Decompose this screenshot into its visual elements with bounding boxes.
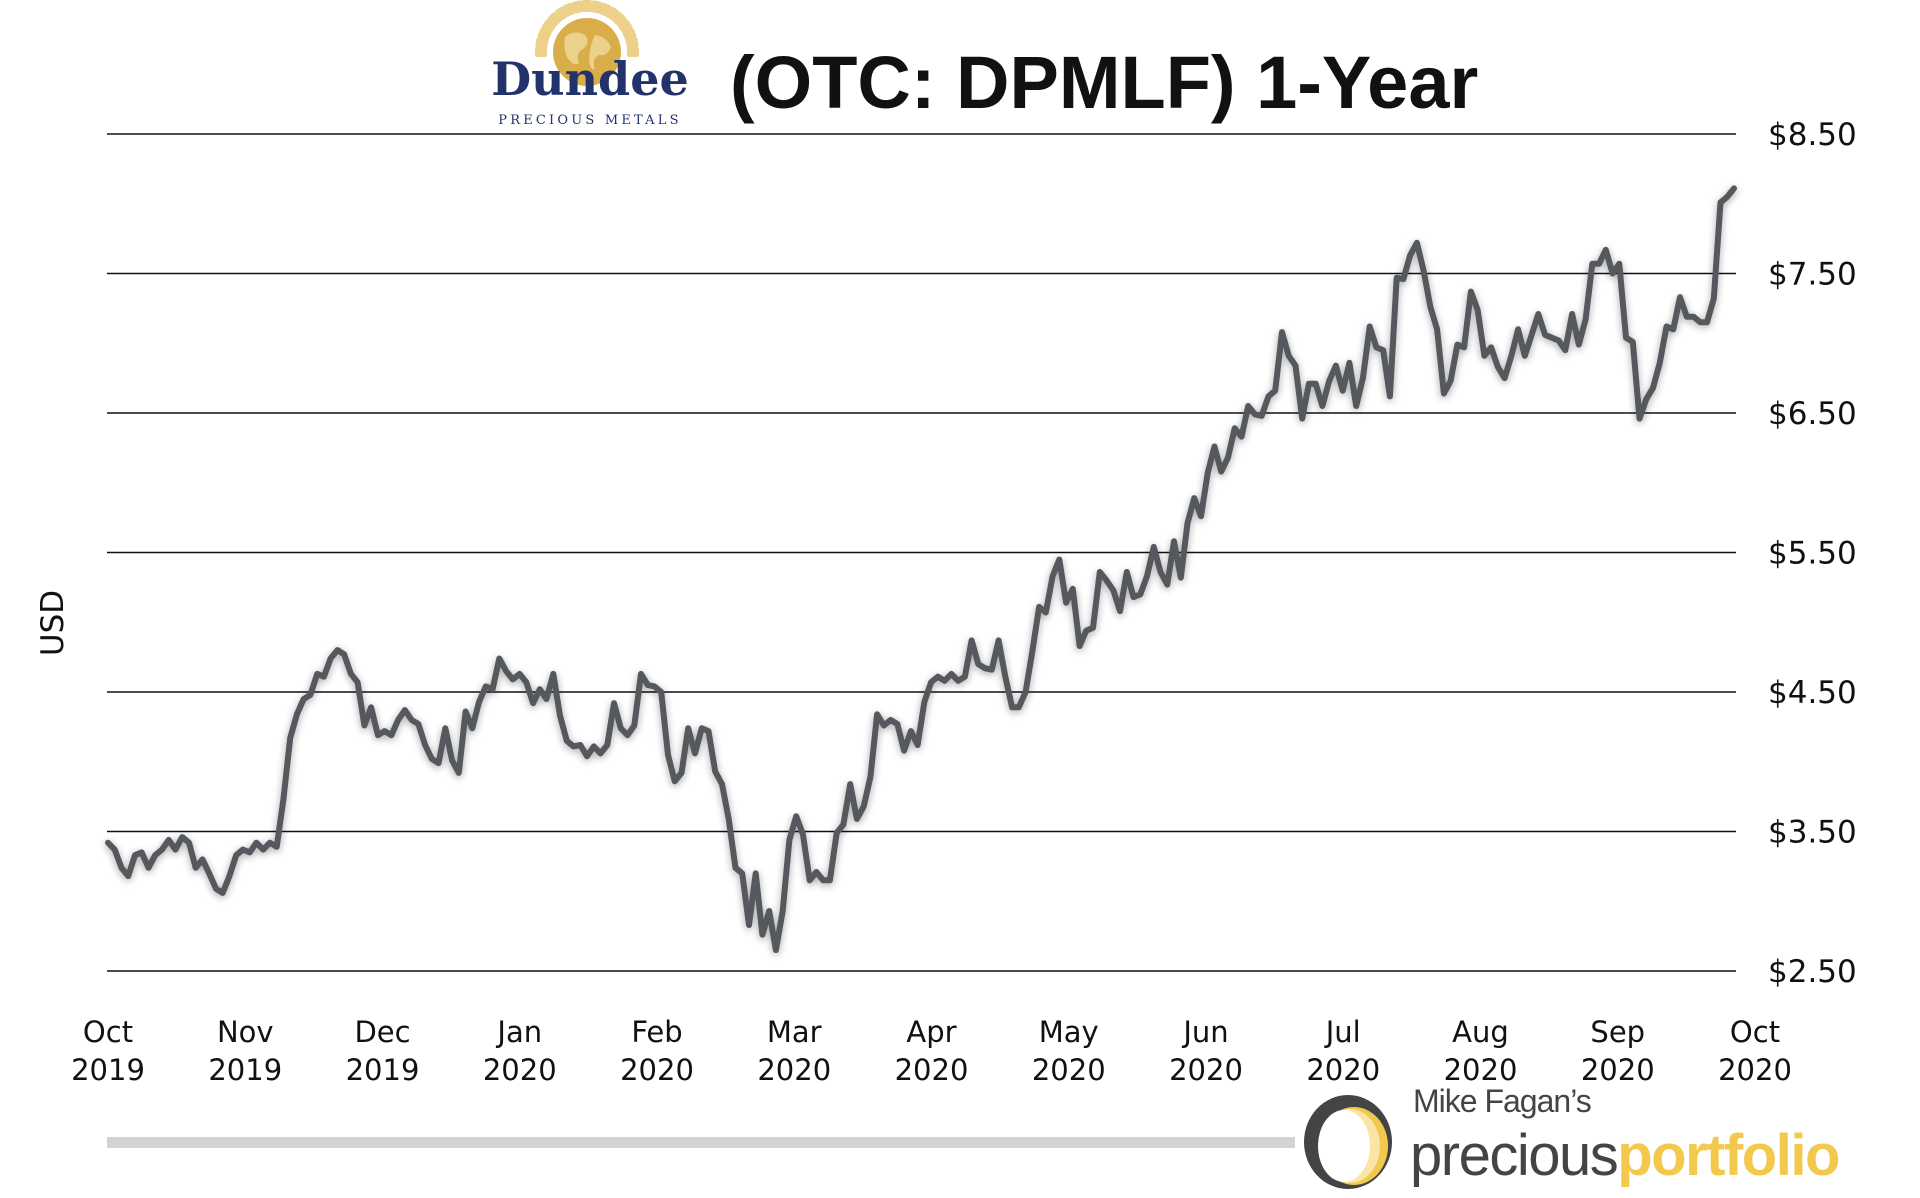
x-tick-year: 2020 xyxy=(483,1053,557,1087)
gridlines xyxy=(107,133,1736,972)
sun-ray xyxy=(622,28,637,41)
brand-top-text: Mike Fagan’s xyxy=(1413,1083,1591,1119)
x-tick-month: Jun xyxy=(1181,1015,1228,1049)
x-tick-month: May xyxy=(1039,1015,1099,1049)
sun-ray xyxy=(535,37,549,49)
x-tick-month: Jan xyxy=(495,1015,542,1049)
x-tick-year: 2020 xyxy=(1444,1053,1518,1087)
x-axis-labels: Oct 2019 Nov 2019 Dec 2019 Jan 2020 Feb 2020 Mar 20… xyxy=(71,1015,1792,1087)
x-tick-year: 2020 xyxy=(620,1053,694,1087)
y-tick-label: $4.50 xyxy=(1768,675,1857,711)
x-tick-year: 2020 xyxy=(1032,1053,1106,1087)
x-tick-year: 2020 xyxy=(1306,1053,1380,1087)
sun-ray xyxy=(572,0,584,14)
sun-ray xyxy=(535,47,547,57)
y-axis-labels: $8.50 $7.50 $6.50 $5.50 $4.50 $3.50 $2.50 xyxy=(1768,117,1857,990)
y-axis-title: USD xyxy=(35,590,71,656)
x-tick-month: Aug xyxy=(1452,1015,1509,1049)
x-tick-month: Apr xyxy=(906,1015,956,1049)
x-tick-month: Nov xyxy=(217,1015,274,1049)
x-tick-year: 2019 xyxy=(346,1053,420,1087)
sun-ray xyxy=(563,2,576,17)
globe-continents xyxy=(564,32,611,70)
x-tick-month: Oct xyxy=(83,1015,133,1049)
price-series-line xyxy=(105,185,1737,954)
brand-ring-inner xyxy=(1318,1110,1370,1182)
brand-wordmark: preciousportfolio xyxy=(1410,1123,1839,1188)
brand-word-precious: precious xyxy=(1410,1123,1617,1188)
chart-title: (OTC: DPMLF) 1-Year xyxy=(730,41,1478,124)
x-tick-year: 2020 xyxy=(895,1053,969,1087)
x-tick-year: 2019 xyxy=(71,1053,145,1087)
y-tick-label: $3.50 xyxy=(1768,815,1857,851)
sun-ray xyxy=(582,0,592,12)
x-tick-month: Feb xyxy=(631,1015,682,1049)
x-tick-month: Oct xyxy=(1730,1015,1780,1049)
x-tick-month: Sep xyxy=(1590,1015,1645,1049)
sun-ray xyxy=(590,0,602,14)
x-tick-year: 2020 xyxy=(1169,1053,1243,1087)
footer-divider-bar xyxy=(107,1137,1295,1148)
x-tick-month: Dec xyxy=(354,1015,410,1049)
logo-text: Dundee xyxy=(491,52,688,106)
dundee-logo: Dundee PRECIOUS METALS xyxy=(491,0,689,128)
x-tick-year: 2019 xyxy=(208,1053,282,1087)
x-tick-year: 2020 xyxy=(1581,1053,1655,1087)
y-tick-label: $2.50 xyxy=(1768,954,1857,990)
x-tick-year: 2020 xyxy=(757,1053,831,1087)
precious-portfolio-logo: Mike Fagan’s preciousportfolio xyxy=(1304,1083,1840,1189)
x-tick-month: Mar xyxy=(767,1015,822,1049)
data-points xyxy=(108,188,1734,950)
x-tick-month: Jul xyxy=(1324,1015,1361,1049)
brand-word-portfolio: portfolio xyxy=(1617,1123,1839,1188)
y-tick-label: $5.50 xyxy=(1768,536,1857,572)
logo-subtext: PRECIOUS METALS xyxy=(498,113,681,128)
y-tick-label: $6.50 xyxy=(1768,396,1857,432)
y-tick-label: $7.50 xyxy=(1768,257,1857,293)
logo-sunburst xyxy=(535,0,639,57)
sun-ray xyxy=(625,37,639,49)
x-tick-year: 2020 xyxy=(1718,1053,1792,1087)
y-tick-label: $8.50 xyxy=(1768,117,1857,153)
sun-ray xyxy=(627,47,639,57)
